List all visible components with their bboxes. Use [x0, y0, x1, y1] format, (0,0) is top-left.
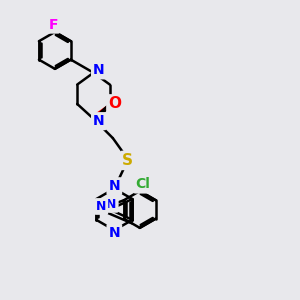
Text: N: N [109, 226, 120, 240]
Text: N: N [93, 114, 105, 128]
Text: O: O [108, 96, 122, 111]
Text: N: N [93, 63, 105, 77]
Text: F: F [49, 18, 58, 32]
Text: Cl: Cl [135, 178, 150, 191]
Text: N: N [109, 179, 120, 193]
Text: N: N [106, 198, 117, 211]
Text: N: N [96, 200, 106, 213]
Text: S: S [122, 153, 133, 168]
